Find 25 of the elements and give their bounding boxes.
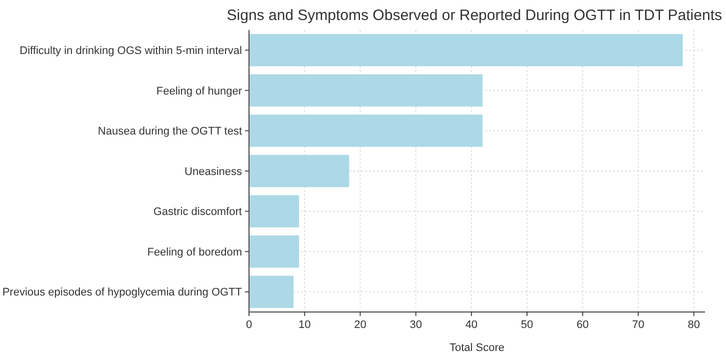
bar bbox=[249, 154, 350, 188]
bar bbox=[249, 195, 300, 228]
chart-title: Signs and Symptoms Observed or Reported During OGTT in TDT Patients bbox=[226, 7, 722, 24]
x-axis-title: Total Score bbox=[449, 342, 505, 354]
x-tick-label: 80 bbox=[688, 319, 700, 331]
bar bbox=[249, 114, 483, 147]
x-tick-label: 30 bbox=[410, 319, 422, 331]
x-tick-label: 40 bbox=[465, 319, 478, 331]
bar bbox=[249, 74, 483, 107]
x-tick-label: 60 bbox=[576, 319, 589, 331]
y-tick-label: Feeling of hunger bbox=[156, 85, 242, 98]
x-tick-label: 20 bbox=[354, 319, 366, 331]
bar bbox=[249, 276, 294, 308]
y-tick-label: Nausea during the OGTT test bbox=[98, 126, 242, 138]
y-tick-label: Difficulty in drinking OGS within 5-min interval bbox=[20, 44, 242, 57]
y-tick-label: Previous episodes of hypoglycemia during OGTT bbox=[2, 286, 242, 299]
x-tick-label: 10 bbox=[298, 319, 311, 331]
y-tick-label: Feeling of boredom bbox=[147, 246, 242, 258]
x-tick-label: 70 bbox=[632, 319, 644, 331]
y-tick-label: Uneasiness bbox=[184, 166, 242, 178]
x-tick-label: 0 bbox=[246, 319, 252, 331]
bar bbox=[249, 34, 683, 66]
bar bbox=[249, 235, 300, 268]
y-tick-label: Gastric discomfort bbox=[153, 206, 242, 218]
x-tick-label: 50 bbox=[520, 319, 534, 331]
